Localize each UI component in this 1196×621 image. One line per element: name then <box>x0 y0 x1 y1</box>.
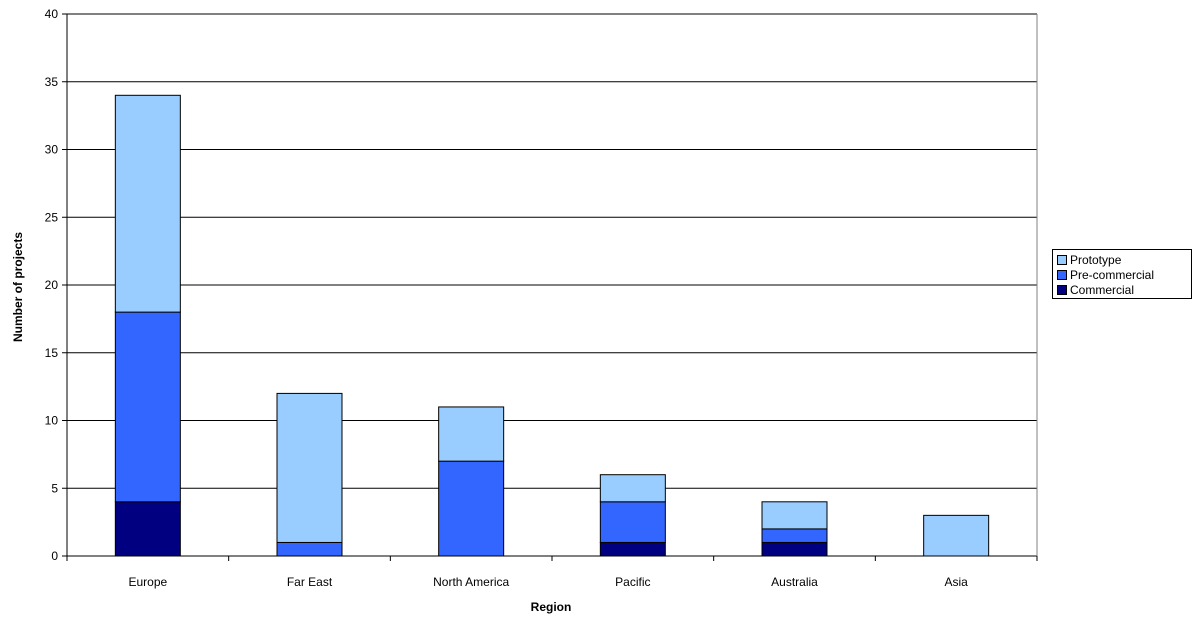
y-tick-label: 15 <box>45 346 59 360</box>
x-axis-title: Region <box>531 600 572 614</box>
y-tick-label: 30 <box>45 143 59 157</box>
y-axis-title: Number of projects <box>11 232 25 342</box>
bar-segment-commercial-europe <box>114 501 181 557</box>
bar-segment-prototype-pacific <box>599 474 666 503</box>
x-tick-label: Australia <box>771 575 818 589</box>
bar-segment-prototype-asia <box>923 514 990 557</box>
x-axis-ticks: Europe Far East North America Pacific Austra… <box>66 556 1038 589</box>
bar-segment-pre-commercial-north-america <box>438 460 505 557</box>
bar-segment-commercial-pacific <box>599 541 666 557</box>
y-tick-label: 25 <box>45 210 59 224</box>
legend-swatch <box>1057 285 1067 295</box>
y-tick-label: 35 <box>45 75 59 89</box>
y-tick-label: 10 <box>45 414 59 428</box>
bar-segment-pre-commercial-australia <box>761 528 828 543</box>
legend: Prototype Pre-commercial Commercial <box>1052 249 1192 299</box>
legend-label: Prototype <box>1070 253 1122 267</box>
bar-segment-prototype-north-america <box>438 406 505 462</box>
x-tick-label: Asia <box>944 575 968 589</box>
legend-label: Pre-commercial <box>1070 268 1155 282</box>
y-tick-label: 20 <box>45 278 59 292</box>
x-tick-label: North America <box>433 575 509 589</box>
bar-segment-prototype-europe <box>114 94 181 313</box>
bar-segment-commercial-australia <box>761 541 828 557</box>
legend-item-pre-commercial: Pre-commercial <box>1057 268 1187 282</box>
legend-item-commercial: Commercial <box>1057 283 1187 297</box>
legend-item-prototype: Prototype <box>1057 253 1187 267</box>
bar-segment-pre-commercial-pacific <box>599 501 666 543</box>
gridlines <box>67 13 1037 489</box>
bars <box>114 94 990 557</box>
bar-segment-prototype-far-east <box>276 392 343 543</box>
legend-swatch <box>1057 270 1067 280</box>
x-tick-label: Far East <box>287 575 333 589</box>
y-tick-label: 0 <box>51 549 58 563</box>
y-tick-label: 40 <box>45 7 59 21</box>
y-axis-ticks: 0 5 10 15 20 25 30 35 40 <box>45 7 67 563</box>
x-tick-label: Pacific <box>615 575 650 589</box>
legend-label: Commercial <box>1070 283 1135 297</box>
y-tick-label: 5 <box>51 481 58 495</box>
bar-segment-pre-commercial-europe <box>114 311 181 503</box>
x-tick-label: Europe <box>128 575 167 589</box>
bar-segment-pre-commercial-far-east <box>276 541 343 557</box>
legend-swatch <box>1057 255 1067 265</box>
bar-segment-prototype-australia <box>761 501 828 530</box>
